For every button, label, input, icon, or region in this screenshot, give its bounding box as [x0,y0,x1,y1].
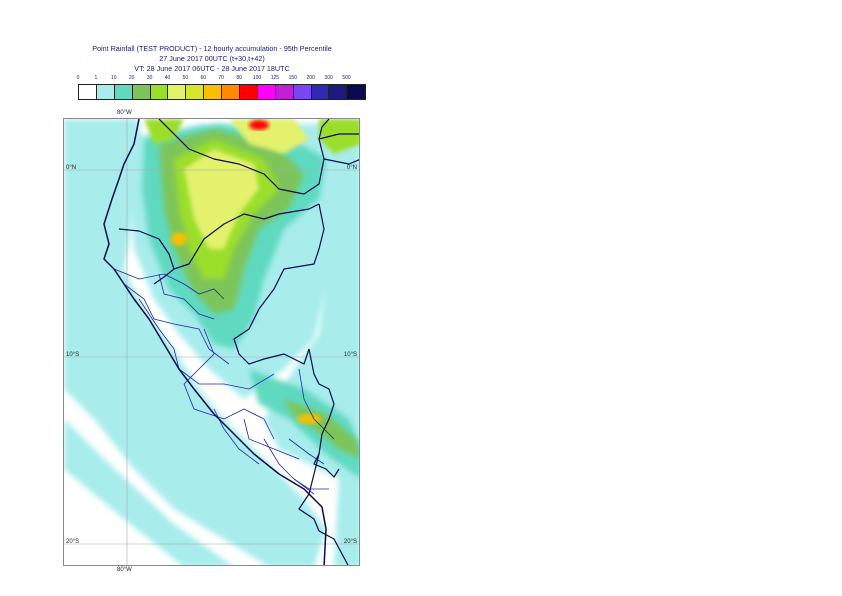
legend-color-bar [78,84,367,100]
legend-swatch [204,85,223,99]
border-east-upper [318,133,359,140]
legend-swatch [132,85,151,99]
legend-threshold-label: 40 [164,75,171,81]
legend-threshold-label: 500 [342,75,351,81]
rainfall-map: 0°N 0°N 10°S 10°S 20°S 20°S [63,118,360,566]
rain-red-cell [249,120,269,130]
legend-swatch [114,85,133,99]
lat-label-0-left: 0°N [66,165,77,171]
border-ecuador-peru [118,228,175,285]
map-run-time: 27 June 2017 00UTC (t+30,t+42) [159,54,265,63]
legend-threshold-label: 1 [94,75,98,81]
legend-threshold-labels: 0 1 10 20 30 40 50 60 70 80 100 125 150 200 300 500 [72,75,352,83]
legend-threshold-label: 80 [236,75,242,81]
lat-label-20-right: 20°S [343,539,357,545]
legend-swatch [275,85,294,99]
rain-orange-cell-2 [297,414,321,424]
rain-green-east [284,399,359,459]
map-title: Point Rainfall (TEST PRODUCT) - 12 hourl… [92,44,332,53]
legend-swatch [293,85,312,99]
map-canvas [64,119,359,565]
coastline [103,119,327,565]
precipitation-field [64,119,359,565]
map-valid-time: VT: 28 June 2017 06UTC - 28 June 2017 18… [134,64,290,73]
legend-threshold-label: 70 [218,75,224,81]
legend-threshold-label: 10 [111,75,117,81]
legend-threshold-label: 300 [324,75,333,81]
border-peru-brazil [308,348,340,478]
rain-lime-north [144,119,184,144]
region-borders [113,268,335,495]
border-chile-bolivia [318,530,349,565]
legend-swatch [96,85,115,99]
rain-yellow-core [184,149,259,249]
legend-swatch [347,85,366,99]
legend-swatch [311,85,330,99]
legend-threshold-label: 60 [200,75,207,81]
border-east-brazil [323,158,359,165]
legend-swatch [257,85,276,99]
legend-threshold-label: 0 [76,75,80,81]
rain-orange-cell-1 [171,232,187,246]
legend-threshold-label: 125 [270,75,280,81]
legend-threshold-label: 30 [146,75,153,81]
legend-swatch [186,85,205,99]
rain-lime-ne [319,119,359,154]
legend-swatch [79,85,97,99]
rain-yellow-north [229,119,309,154]
country-borders [103,119,359,565]
border-colombia-brazil [233,203,325,365]
legend-swatch [168,85,187,99]
legend-swatch [329,85,348,99]
legend-swatch [222,85,241,99]
legend-swatch [150,85,169,99]
lat-label-10-left: 10°S [66,352,80,358]
legend-swatch [240,85,258,99]
lat-label-20-left: 20°S [66,539,80,545]
legend-threshold-label: 200 [306,75,315,81]
rain-light-ocean-band [64,419,232,565]
legend-threshold-label: 150 [288,75,297,81]
legend-threshold-label: 100 [252,75,262,81]
border-peru-bolivia [298,453,320,532]
legend-threshold-label: 20 [128,75,135,81]
lon-label-80-top: 80°W [117,110,132,116]
lon-label-80-bottom: 80°W [117,567,132,573]
lat-label-10-right: 10°S [343,352,357,358]
graticule [64,119,359,565]
legend-threshold-label: 50 [182,75,189,81]
border-peru-north [173,203,320,270]
lat-label-0-right: 0°N [346,165,357,171]
